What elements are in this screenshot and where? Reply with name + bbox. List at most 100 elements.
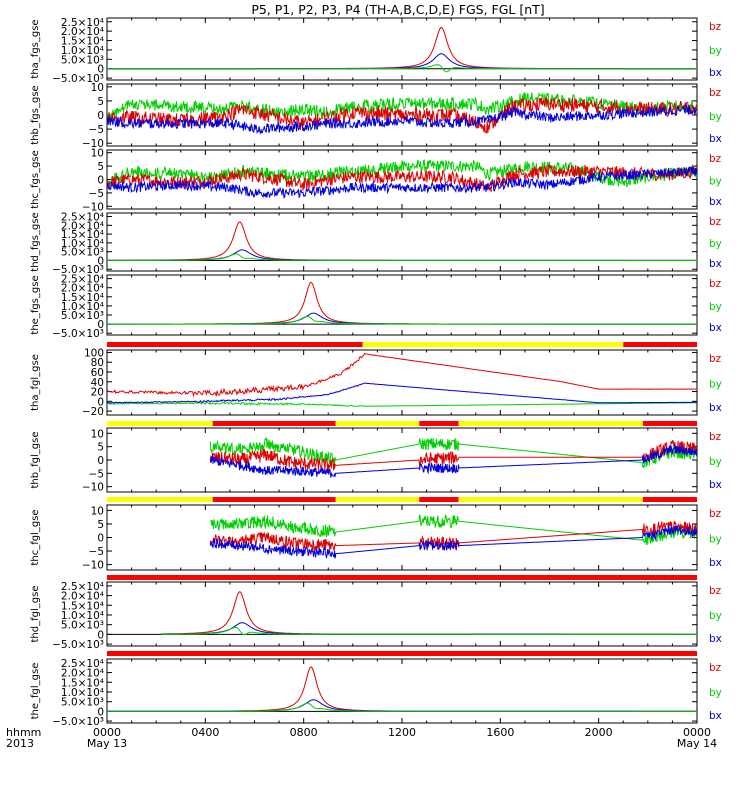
legend-bz: bz [709,153,722,165]
y-axis-label: thd_fgs_gse [30,212,41,271]
status-bar-segment [107,651,697,656]
y-tick-label: −10 [82,138,104,150]
y-tick-label: 1.5×10⁴ [61,292,104,304]
panel-thd_fgl_gse: thd_fgl_gse 2.5×10⁴2.0×10⁴1.5×10⁴1.0×10⁴5… [30,581,722,656]
y-axis-label: thb_fgs_gse [30,85,41,144]
y-tick-label: 0 [97,396,104,408]
y-tick-label: 10 [91,82,104,94]
status-bar-segment [107,421,213,426]
y-tick-label: 0 [97,110,104,122]
legend-bz: bz [709,21,722,33]
y-tick-label: 5.0×10³ [61,54,104,66]
y-tick-label: −10 [82,560,104,572]
legend-bx: bx [709,258,722,270]
legend-bz: bz [709,662,722,674]
series-line-by [161,626,697,636]
series-line-bx [107,53,697,70]
y-tick-label: 0 [97,175,104,187]
y-tick-label: 1.0×10⁴ [61,238,104,250]
legend-bx: bx [709,402,722,414]
series-line-bz [107,666,697,712]
y-tick-label: −20 [82,406,104,418]
y-tick-label: −5.0×10³ [52,73,104,85]
legend-bx: bx [709,196,722,208]
y-tick-label: 2.5×10⁴ [61,274,104,286]
panel-the_fgl_gse: the_fgl_gse 2.5×10⁴2.0×10⁴1.5×10⁴1.0×10⁴5… [30,658,722,728]
y-tick-label: 80 [91,357,104,369]
y-tick-label: −5 [89,124,104,136]
y-tick-label: −5.0×10³ [52,328,104,340]
series-line-bx [107,166,697,199]
series-line-bx [107,104,697,135]
legend-bx: bx [709,633,722,645]
legend-by: by [709,379,722,391]
status-bar-segment [212,497,336,502]
x-tick-label: 0000 [683,726,711,739]
y-tick-label: 10 [91,148,104,160]
y-tick-label: 2.5×10⁴ [61,17,104,29]
y-tick-label: 1.5×10⁴ [61,36,104,48]
x-tick-label: 0800 [290,726,318,739]
y-tick-label: 2.0×10⁴ [61,591,104,603]
y-axis-label: tha_fgs_gse [30,19,41,78]
legend-by: by [709,456,722,468]
y-tick-label: −5 [89,468,104,480]
status-bar-segment [419,497,459,502]
legend-by: by [709,301,722,313]
series-line-by [107,253,697,261]
series-line-bx [107,312,697,325]
y-tick-label: 0 [97,629,104,641]
series-line-bz [107,26,697,70]
status-bar-segment [335,497,420,502]
panel-tha_fgs_gse: tha_fgs_gse 2.5×10⁴2.0×10⁴1.5×10⁴1.0×10⁴5… [30,17,722,85]
y-tick-label: 10 [91,428,104,440]
y-tick-label: 2.5×10⁴ [61,212,104,224]
panel-thc_fgl_gse: thc_fgl_gse 10 5 0−5 −10 bz by bx [30,504,722,580]
series-line-bx [209,525,697,559]
panel-the_fgs_gse: the_fgs_gse 2.5×10⁴2.0×10⁴1.5×10⁴1.0×10⁴5… [30,274,722,347]
y-axis-label: thd_fgl_gse [30,586,41,643]
legend-bz: bz [709,585,722,597]
series-line-bz [209,439,697,471]
y-tick-label: 0 [97,706,104,718]
panel-frame [106,17,698,81]
series-line-bz [107,97,697,134]
x-tick-label: 0400 [191,726,219,739]
y-tick-label: 5 [97,519,104,531]
panel-frame [106,427,698,493]
y-tick-label: 5 [97,161,104,173]
chart-title: P5, P1, P2, P3, P4 (TH-A,B,C,D,E) FGS, F… [251,2,544,17]
series-group [107,221,697,261]
y-tick-label: 20 [91,387,104,399]
legend-bz: bz [709,278,722,290]
panel-frame [106,274,698,336]
y-tick-label: 5 [97,96,104,108]
panel-frame [106,212,698,272]
y-tick-label: 1.5×10⁴ [61,229,104,241]
y-tick-label: −5.0×10³ [52,716,104,728]
y-tick-label: 0 [97,255,104,267]
y-tick-label: 2.0×10⁴ [61,220,104,232]
y-tick-label: −5 [89,188,104,200]
series-group [107,281,697,325]
status-bar-segment [362,342,624,347]
panel-thb_fgs_gse: thb_fgs_gse 10 5 0 −5 −10 bz by bx [30,82,722,150]
series-group [107,91,697,135]
status-bar-segment [335,421,420,426]
y-tick-label: 2.5×10⁴ [61,658,104,670]
series-group [209,437,697,478]
legend-by: by [709,176,722,188]
y-axis-label: thb_fgl_gse [30,432,41,489]
legend-by: by [709,238,722,250]
status-bar-segment [642,497,697,502]
y-tick-label: 0 [97,455,104,467]
status-bar-segment [212,421,336,426]
series-line-by [209,437,697,470]
y-axis-label: thc_fgl_gse [30,509,41,565]
legend-by: by [709,534,722,546]
panel-thd_fgs_gse: thd_fgs_gse 2.5×10⁴2.0×10⁴1.5×10⁴1.0×10⁴5… [30,212,722,277]
x-tick-label: 1600 [486,726,514,739]
series-line-bx [107,382,697,404]
y-tick-label: −5 [89,546,104,558]
